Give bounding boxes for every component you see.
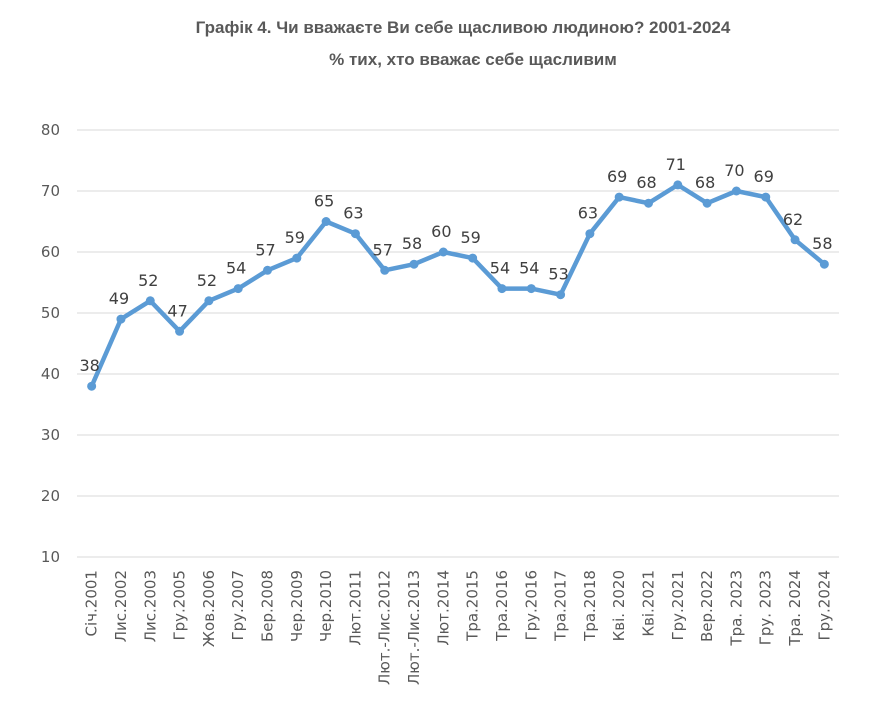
y-tick-label: 10 bbox=[41, 548, 60, 566]
x-tick-label: Бер.2008 bbox=[259, 570, 277, 642]
data-point bbox=[116, 314, 126, 324]
y-tick-label: 60 bbox=[41, 243, 60, 261]
data-label: 54 bbox=[490, 259, 510, 278]
data-labels: 38 49 52 47 52 54 57 59 65 63 57 58 60 59 54 54 53 63 69 68… bbox=[79, 155, 832, 375]
x-axis-ticks: Січ.2001 Лис.2002 Лис.2003 Гру.2005 Жов.2006… bbox=[83, 570, 834, 685]
data-label: 52 bbox=[197, 271, 217, 290]
x-tick-label: Вер.2022 bbox=[698, 570, 716, 642]
data-label: 58 bbox=[402, 234, 422, 253]
data-label: 38 bbox=[79, 356, 99, 375]
data-label: 53 bbox=[548, 265, 568, 284]
y-tick-label: 40 bbox=[41, 365, 60, 383]
x-tick-label: Тра.2018 bbox=[581, 570, 599, 642]
data-point bbox=[761, 192, 771, 202]
data-point bbox=[87, 381, 97, 391]
y-tick-label: 70 bbox=[41, 182, 60, 200]
data-label: 52 bbox=[138, 271, 158, 290]
data-point bbox=[380, 265, 390, 275]
data-point bbox=[614, 192, 624, 202]
data-label: 59 bbox=[285, 228, 305, 247]
x-tick-label: Гру. 2023 bbox=[757, 570, 775, 645]
data-label: 58 bbox=[812, 234, 832, 253]
x-tick-label: Тра.2017 bbox=[552, 570, 570, 642]
x-tick-label: Гру.2024 bbox=[815, 570, 833, 641]
x-tick-label: Тра.2016 bbox=[493, 570, 511, 642]
data-point bbox=[790, 235, 800, 245]
gridlines bbox=[77, 129, 839, 558]
x-tick-label: Лис.2002 bbox=[112, 570, 130, 642]
x-tick-label: Тра. 2023 bbox=[727, 570, 745, 647]
data-label: 60 bbox=[431, 222, 451, 241]
y-tick-label: 20 bbox=[41, 487, 60, 505]
x-tick-label: Чер.2009 bbox=[288, 570, 306, 642]
data-point bbox=[263, 265, 272, 275]
data-point bbox=[321, 217, 331, 226]
data-point bbox=[497, 284, 507, 294]
data-point bbox=[145, 296, 155, 306]
data-point bbox=[702, 198, 712, 208]
data-label: 54 bbox=[226, 259, 246, 278]
x-tick-label: Чер.2010 bbox=[317, 570, 335, 642]
y-tick-label: 50 bbox=[41, 304, 60, 322]
data-label: 65 bbox=[314, 192, 334, 211]
data-point bbox=[350, 229, 360, 239]
y-axis-ticks: 10 20 30 40 50 60 70 80 bbox=[41, 121, 60, 566]
data-point bbox=[292, 253, 302, 263]
chart-title: Графік 4. Чи вважаєте Ви себе щасливою л… bbox=[195, 18, 731, 37]
data-label: 49 bbox=[109, 289, 129, 308]
data-point bbox=[526, 284, 536, 294]
x-tick-label: Кві. 2020 bbox=[610, 570, 628, 641]
data-label: 54 bbox=[519, 259, 539, 278]
data-label: 69 bbox=[754, 167, 774, 186]
data-point bbox=[233, 284, 243, 294]
data-point bbox=[556, 290, 566, 300]
data-point bbox=[204, 296, 214, 306]
x-tick-label: Лют.-Лис.2013 bbox=[405, 570, 423, 685]
x-tick-label: Гру.2016 bbox=[522, 570, 540, 641]
series-line bbox=[89, 182, 827, 389]
x-tick-label: Кві.2021 bbox=[640, 570, 658, 637]
series-line-layer bbox=[89, 182, 827, 389]
data-label: 59 bbox=[460, 228, 480, 247]
data-point bbox=[585, 229, 595, 239]
x-tick-label: Гру.2021 bbox=[669, 570, 687, 641]
x-tick-label: Лют.2011 bbox=[346, 570, 364, 646]
data-point bbox=[644, 198, 653, 208]
data-label: 68 bbox=[636, 173, 656, 192]
data-label: 68 bbox=[695, 173, 715, 192]
data-label: 71 bbox=[666, 155, 686, 174]
x-tick-label: Лис.2003 bbox=[141, 570, 159, 642]
x-tick-label: Гру.2005 bbox=[171, 570, 189, 641]
data-label: 62 bbox=[783, 210, 803, 229]
data-label: 63 bbox=[578, 204, 598, 223]
x-tick-label: Тра. 2024 bbox=[786, 570, 804, 647]
data-point bbox=[175, 326, 185, 336]
data-label: 47 bbox=[167, 301, 187, 320]
data-point bbox=[409, 259, 419, 269]
data-point bbox=[731, 186, 741, 196]
x-tick-label: Жов.2006 bbox=[200, 570, 218, 647]
data-label: 57 bbox=[373, 240, 393, 259]
x-tick-label: Січ.2001 bbox=[83, 570, 101, 636]
data-point bbox=[468, 253, 478, 263]
data-label: 63 bbox=[343, 204, 363, 223]
y-tick-label: 80 bbox=[41, 121, 60, 139]
data-point bbox=[673, 180, 683, 190]
data-label: 57 bbox=[255, 240, 275, 259]
chart-subtitle: % тих, хто вважає себе щасливим bbox=[329, 50, 617, 69]
data-label: 69 bbox=[607, 167, 627, 186]
data-point bbox=[819, 259, 829, 269]
data-point bbox=[438, 247, 448, 257]
y-tick-label: 30 bbox=[41, 426, 60, 444]
x-tick-label: Тра.2015 bbox=[464, 570, 482, 642]
x-tick-label: Лют.-Лис.2012 bbox=[376, 570, 394, 685]
x-tick-label: Гру.2007 bbox=[229, 570, 247, 641]
data-points bbox=[87, 180, 829, 391]
x-tick-label: Лют.2014 bbox=[434, 570, 452, 646]
data-label: 70 bbox=[724, 161, 744, 180]
